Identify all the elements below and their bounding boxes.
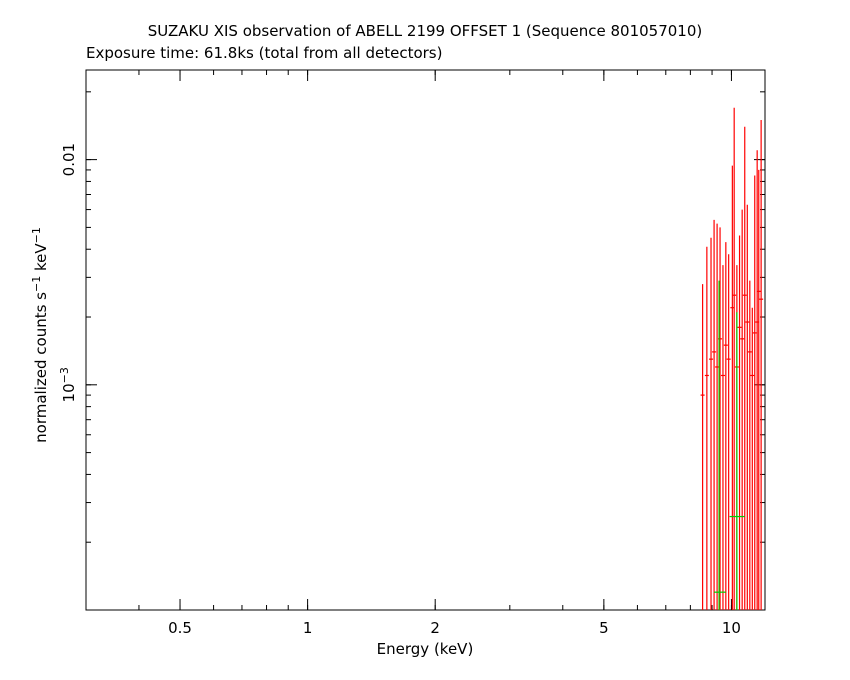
x-tick-label: 1 — [303, 619, 313, 637]
y-axis-label-exp1: −1 — [30, 276, 43, 292]
data-point-s0-1 — [704, 246, 709, 610]
data-point-s0-6 — [720, 265, 725, 610]
plot-frame — [85, 69, 766, 611]
x-tick-label: 2 — [430, 619, 440, 637]
data-point-s0-18 — [752, 175, 757, 610]
y-axis-label-exp2: −1 — [30, 227, 43, 243]
y-axis-label: normalized counts s−1 keV−1 — [30, 227, 50, 443]
data-point-s1-1 — [729, 312, 745, 610]
data-point-s0-4 — [715, 223, 720, 610]
y-tick-label-exp: −3 — [58, 367, 71, 383]
x-axis-label: Energy (keV) — [377, 640, 474, 658]
data-point-s0-16 — [747, 280, 752, 610]
data-point-s0-21 — [759, 119, 764, 610]
data-point-s0-13 — [740, 209, 745, 610]
y-axis-label-unit: keV — [32, 243, 50, 276]
y-tick-label: 0.01 — [60, 143, 78, 176]
data-point-s0-0 — [700, 284, 705, 610]
chart-subtitle: Exposure time: 61.8ks (total from all de… — [86, 44, 443, 62]
data-point-s0-8 — [726, 254, 731, 610]
data-point-s0-10 — [732, 107, 737, 610]
y-axis-label-text: normalized counts s — [32, 292, 50, 443]
chart-title: SUZAKU XIS observation of ABELL 2199 OFF… — [147, 22, 703, 40]
data-point-s0-12 — [737, 235, 742, 610]
data-point-s0-20 — [756, 169, 761, 610]
x-tick-label: 0.5 — [168, 619, 192, 637]
data-point-s0-14 — [742, 126, 747, 610]
y-tick-label-base: 10 — [60, 383, 78, 402]
x-tick-label: 10 — [722, 619, 741, 637]
data-point-s0-15 — [745, 204, 750, 610]
data-point-s0-7 — [723, 242, 728, 610]
data-point-s0-17 — [750, 307, 755, 610]
x-tick-label: 5 — [599, 619, 609, 637]
data-point-s1-0 — [714, 280, 726, 610]
data-point-s0-2 — [709, 237, 714, 610]
data-point-s0-3 — [712, 219, 717, 610]
y-tick-label: 10−3 — [58, 367, 78, 402]
